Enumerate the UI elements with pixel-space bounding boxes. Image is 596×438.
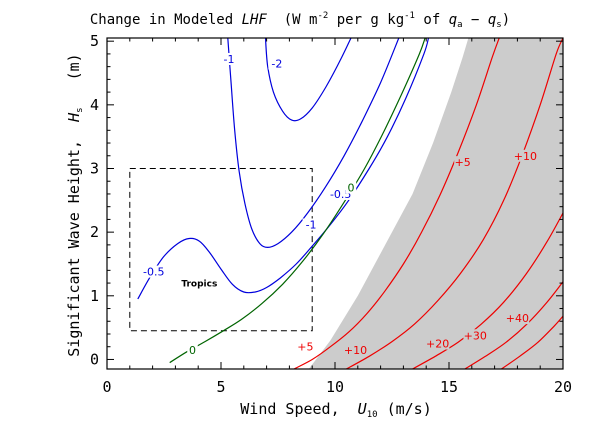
contour-label-gap <box>302 218 320 231</box>
axis-ticks-layer: 0 5 10 15 20 0 1 2 3 4 5 <box>90 32 572 396</box>
tropics-box <box>129 167 313 332</box>
title-qs-sub: s <box>496 20 501 30</box>
contour-label: -1 <box>306 219 317 232</box>
x-axis-subscript: 10 <box>367 410 378 420</box>
title-units-close: ) <box>502 12 510 28</box>
x-axis-units: (m/s) <box>378 400 432 418</box>
title-minus: − <box>463 12 488 28</box>
title-of: of <box>415 12 449 28</box>
contour-labels-layer: -2-1-1-0.5-0.500+5+5+10+10+20+30+40 <box>138 53 538 357</box>
x-axis-symbol: U <box>358 400 368 418</box>
contour-label-gap <box>343 343 368 356</box>
contour-label: 0 <box>347 182 354 195</box>
contour-label: +10 <box>344 344 367 357</box>
contour-label: -2 <box>271 57 282 70</box>
contour-label-gap <box>138 265 169 278</box>
contour-line-0 <box>169 38 426 364</box>
contour-label-gap <box>345 181 357 194</box>
contour-label: +20 <box>426 338 449 351</box>
title-prefix: Change in Modeled <box>90 12 242 28</box>
title-qs: q <box>488 12 496 28</box>
chart-title: Change in Modeled LHF (W m-2 per g kg-1 … <box>90 11 510 30</box>
contour-label-gap <box>463 329 487 342</box>
x-axis-title: Wind Speed, U10 (m/s) <box>240 400 431 420</box>
title-qa-sub: a <box>457 20 462 30</box>
y-tick-label: 2 <box>90 223 99 241</box>
title-exp1: -2 <box>317 11 328 21</box>
y-axis-title: Significant Wave Height, Hs (m) <box>65 53 85 356</box>
contour-label: +5 <box>297 341 313 354</box>
contour-line-+40 <box>501 315 563 369</box>
x-tick-label: 5 <box>216 378 225 396</box>
y-axis-symbol: H <box>65 112 83 123</box>
x-tick-label: 15 <box>440 378 458 396</box>
x-tick-label: 10 <box>326 378 344 396</box>
contour-label-gap <box>296 340 314 353</box>
contour-label-gap <box>425 337 450 350</box>
contour-line-+10 <box>346 38 563 369</box>
contour-label: +30 <box>464 329 487 342</box>
contour-label-gap <box>454 156 472 169</box>
x-axis-title-text: Wind Speed, <box>240 400 357 418</box>
y-tick-label: 4 <box>90 96 99 114</box>
contour-line-+30 <box>464 281 563 369</box>
title-quantity: LHF <box>242 12 268 28</box>
contour-label-gap <box>505 312 530 325</box>
contour-line--0.5 <box>137 38 430 300</box>
contour-lines-layer <box>137 38 563 369</box>
contour-line--1 <box>227 38 400 249</box>
contour-label: +10 <box>514 150 537 163</box>
title-units-open: (W m <box>267 12 318 28</box>
contour-label: 0 <box>189 344 196 357</box>
contour-label-gap <box>268 57 286 70</box>
y-tick-label: 1 <box>90 287 99 305</box>
contour-label: +5 <box>455 156 471 169</box>
y-axis-subscript: s <box>75 107 85 112</box>
contour-label: -0.5 <box>143 266 164 279</box>
y-tick-label: 0 <box>90 350 99 368</box>
title-exp2: -1 <box>404 11 415 21</box>
title-qa: q <box>449 12 457 28</box>
contour-line-+20 <box>412 212 563 369</box>
contour-label-gap <box>220 53 238 66</box>
tropics-label: Tropics <box>181 279 217 289</box>
contour-line-+5 <box>293 38 500 369</box>
x-tick-label: 20 <box>554 378 572 396</box>
x-tick-label: 0 <box>102 378 111 396</box>
title-per: per g kg <box>328 12 404 28</box>
y-tick-label: 5 <box>90 32 99 50</box>
y-axis-title-text: Significant Wave Height, <box>65 122 83 357</box>
tropics-box-layer: Tropics <box>129 167 313 332</box>
y-tick-label: 3 <box>90 159 99 177</box>
contour-line--2 <box>264 38 352 122</box>
contour-label: -1 <box>223 53 234 66</box>
y-axis-units: (m) <box>65 53 83 107</box>
contour-label-gap <box>513 149 538 162</box>
contour-label-gap <box>187 343 198 356</box>
contour-label: +40 <box>506 312 529 325</box>
